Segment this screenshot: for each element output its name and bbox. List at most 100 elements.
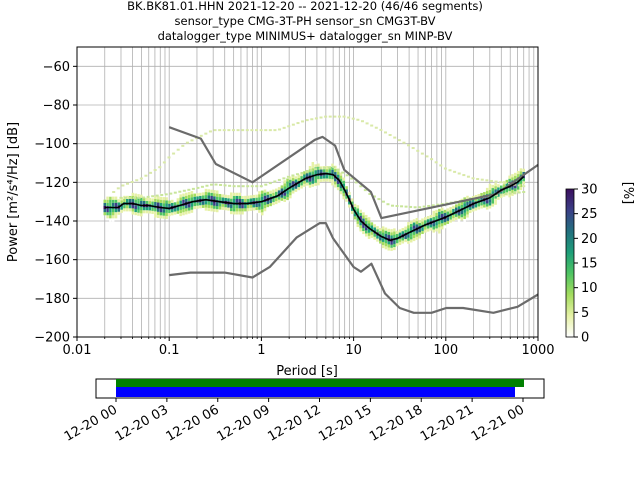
heat-cell-sparse: [351, 117, 355, 120]
heat-cell: [334, 178, 337, 182]
heat-cell: [165, 200, 168, 204]
colorbar-label: [%]: [620, 182, 635, 205]
heat-cell: [477, 193, 480, 198]
heat-cell: [286, 196, 289, 201]
heat-cell: [412, 225, 416, 229]
heat-cell: [246, 204, 250, 209]
heat-cell: [491, 188, 495, 192]
heat-cell: [238, 208, 241, 212]
heat-cell: [125, 195, 129, 200]
heat-cell: [381, 238, 385, 242]
heat-cell-sparse: [341, 171, 345, 174]
heat-cell: [334, 165, 337, 169]
heat-cell: [168, 203, 171, 207]
heat-cell: [159, 209, 163, 213]
heat-cell: [123, 205, 126, 209]
heat-cell-sparse: [336, 168, 340, 171]
heat-cell: [303, 180, 306, 184]
heat-cell: [300, 185, 303, 189]
heat-cell: [373, 227, 376, 231]
heat-cell-sparse: [273, 129, 277, 132]
heat-cell: [452, 208, 455, 213]
heat-cell: [424, 220, 427, 224]
heat-cell: [339, 184, 343, 189]
heat-cell: [249, 198, 253, 202]
heat-cell: [162, 196, 166, 201]
heat-cell: [238, 205, 241, 209]
heat-cell: [162, 212, 166, 216]
heat-cell-sparse: [119, 196, 123, 199]
heat-cell-sparse: [196, 186, 200, 189]
heat-cell: [297, 183, 301, 188]
heat-cell: [244, 205, 247, 209]
heat-cell: [120, 200, 123, 204]
heat-cell: [159, 212, 163, 216]
heat-cell: [466, 214, 469, 218]
heat-cell: [291, 181, 295, 185]
y-tick-label: −80: [43, 99, 70, 114]
heat-cell: [325, 175, 329, 179]
heat-cell-sparse: [407, 144, 411, 147]
heat-cell: [159, 215, 163, 219]
heat-cell: [429, 218, 433, 222]
heat-cell: [210, 208, 213, 212]
heat-cell-sparse: [372, 195, 376, 198]
heat-cell: [367, 220, 371, 224]
heat-cell: [297, 186, 301, 191]
heat-cell: [235, 195, 239, 200]
heat-cell: [190, 197, 194, 201]
heat-cell: [311, 171, 315, 175]
heat-cell: [508, 187, 511, 192]
heat-cell-sparse: [368, 192, 372, 195]
heat-cell: [367, 235, 371, 239]
heat-cell: [266, 191, 270, 195]
heat-cell: [317, 182, 320, 186]
heat-cell-sparse: [448, 169, 452, 172]
heat-cell: [125, 205, 129, 209]
heat-cell: [418, 222, 421, 227]
heat-cell: [421, 230, 424, 235]
colorbar-tick-label: 5: [581, 306, 589, 321]
heat-cell-sparse: [236, 129, 240, 132]
heat-cell: [162, 200, 166, 204]
y-tick-label: −120: [34, 176, 70, 191]
heat-cell: [443, 209, 447, 213]
heat-cell: [432, 226, 435, 230]
heat-cell: [260, 212, 264, 216]
heat-cell: [516, 186, 520, 190]
heat-cell: [140, 197, 143, 201]
heat-cell: [196, 202, 199, 206]
heat-cell-sparse: [333, 115, 337, 118]
heat-cell: [123, 198, 126, 203]
heat-cell: [317, 179, 320, 183]
heat-cell: [168, 212, 171, 217]
heat-cell: [182, 196, 185, 200]
heat-cell: [232, 198, 236, 203]
heat-cell: [173, 211, 177, 215]
heat-cell: [224, 204, 227, 208]
heat-cell: [339, 178, 343, 182]
heat-cell-sparse: [422, 205, 426, 208]
heat-cell-sparse: [400, 205, 404, 208]
heat-cell: [255, 194, 258, 198]
heat-cell: [409, 236, 413, 240]
heat-cell-sparse: [457, 172, 461, 175]
heat-cell-sparse: [319, 116, 323, 119]
heat-cell: [443, 212, 447, 216]
heat-cell-sparse: [241, 129, 245, 132]
heat-cell-sparse: [121, 184, 125, 187]
heat-cell: [145, 200, 149, 205]
heat-cell: [134, 193, 137, 197]
heat-cell: [345, 189, 348, 193]
heat-cell: [308, 172, 312, 176]
heat-cell-sparse: [223, 184, 227, 187]
heat-cell: [176, 198, 180, 202]
heat-cell: [471, 208, 475, 212]
heat-cell: [266, 188, 270, 192]
heat-cell: [123, 208, 126, 212]
colorbar-ticks: 0 5 10 15 20 25 30: [574, 183, 598, 346]
heat-cell: [404, 229, 407, 233]
heat-cell: [204, 207, 208, 211]
heat-cell: [393, 228, 396, 232]
heat-cell: [258, 209, 261, 213]
